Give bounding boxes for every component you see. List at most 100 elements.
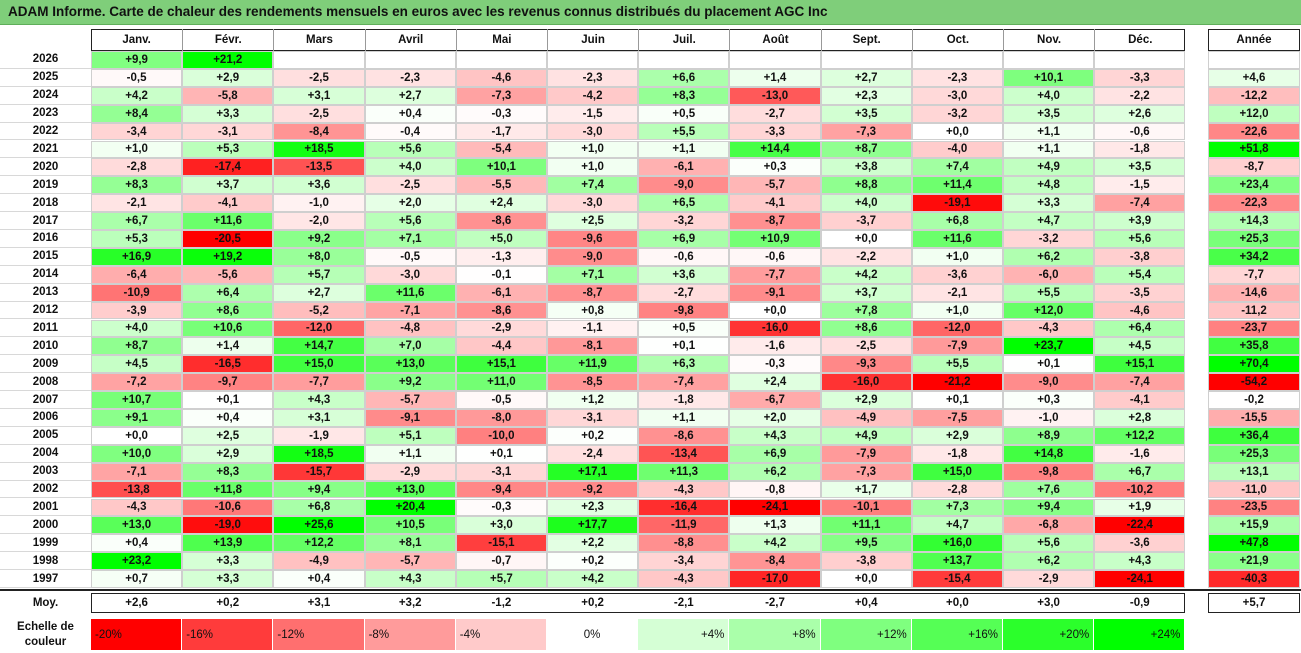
- heatmap-cell: -9,8: [1003, 462, 1095, 481]
- heatmap-cell: +6,2: [729, 462, 821, 481]
- heatmap-cell: +8,3: [182, 462, 274, 481]
- heatmap-cell: -21,2: [911, 373, 1003, 392]
- heatmap-cell: +5,4: [1094, 265, 1186, 284]
- heatmap-cell: +3,9: [1094, 212, 1186, 230]
- heatmap-cell: -6,7: [729, 391, 821, 409]
- heatmap-cell: +8,9: [1003, 426, 1095, 445]
- year-label: 2006: [0, 409, 91, 427]
- heatmap-cell: +4,3: [273, 391, 365, 409]
- heatmap-cell: -3,8: [1094, 247, 1186, 266]
- heatmap-cell: +2,0: [729, 409, 821, 427]
- heatmap-cell: +4,5: [91, 355, 183, 374]
- color-scale-stop: -16%: [182, 619, 274, 650]
- heatmap-cell: +1,1: [1003, 140, 1095, 159]
- heatmap-cell: -3,0: [547, 122, 639, 141]
- heatmap-cell: -10,2: [1094, 480, 1186, 499]
- heatmap-cell: -3,2: [1003, 230, 1095, 248]
- heatmap-cell: -0,1: [455, 265, 547, 284]
- heatmap-cell: +2,9: [911, 426, 1003, 445]
- heatmap-cell: +2,7: [820, 68, 912, 87]
- heatmap-cell: -9,6: [547, 230, 639, 248]
- heatmap-cell: +6,3: [638, 355, 730, 374]
- annual-cell: -11,0: [1208, 480, 1300, 499]
- heatmap-cell: -2,1: [911, 283, 1003, 302]
- heatmap-cell: -4,3: [1003, 319, 1095, 338]
- heatmap-cell: -19,1: [911, 194, 1003, 213]
- heatmap-cell: -5,5: [455, 176, 547, 195]
- annual-cell: +14,3: [1208, 212, 1300, 230]
- heatmap-cell: +1,0: [547, 158, 639, 177]
- heatmap-cell: +0,0: [911, 122, 1003, 141]
- heatmap-cell: +2,3: [820, 86, 912, 105]
- heatmap-cell: +10,0: [91, 444, 183, 463]
- heatmap-cell: -2,2: [820, 247, 912, 266]
- year-label: 2009: [0, 355, 91, 374]
- heatmap-cell: +0,0: [91, 426, 183, 445]
- heatmap-cell: +9,5: [820, 534, 912, 553]
- average-cell: +0,2: [581, 597, 604, 609]
- heatmap-cell: [638, 51, 730, 69]
- heatmap-cell: +0,4: [273, 570, 365, 588]
- heatmap-cell: -2,4: [547, 444, 639, 463]
- heatmap-cell: +18,5: [273, 140, 365, 159]
- heatmap-cell: +19,2: [182, 247, 274, 266]
- annual-cell: +35,8: [1208, 337, 1300, 356]
- heatmap-cell: [729, 51, 821, 69]
- heatmap-cell: -3,0: [911, 86, 1003, 105]
- heatmap-cell: -9,8: [638, 301, 730, 320]
- month-header: Févr.: [182, 29, 273, 51]
- heatmap-cell: +13,0: [364, 355, 456, 374]
- heatmap-cell: -3,2: [638, 212, 730, 230]
- heatmap-cell: -4,0: [911, 140, 1003, 159]
- heatmap-cell: +0,1: [911, 391, 1003, 409]
- heatmap-cell: -8,7: [729, 212, 821, 230]
- heatmap-cell: +7,1: [547, 265, 639, 284]
- heatmap-cell: -2,1: [91, 194, 183, 213]
- heatmap-cell: +1,1: [638, 140, 730, 159]
- heatmap-cell: -16,0: [820, 373, 912, 392]
- heatmap-cell: -2,3: [911, 68, 1003, 87]
- annual-cell: +36,4: [1208, 426, 1300, 445]
- heatmap-cell: -24,1: [729, 498, 821, 517]
- heatmap-cell: +4,9: [1003, 158, 1095, 177]
- average-cell: -0,9: [1129, 597, 1150, 609]
- heatmap-cell: -2,5: [364, 176, 456, 195]
- heatmap-cell: -10,1: [820, 498, 912, 517]
- page-title: ADAM Informe. Carte de chaleur des rende…: [8, 4, 828, 19]
- heatmap-cell: +11,6: [182, 212, 274, 230]
- average-cell: +2,6: [125, 597, 148, 609]
- heatmap-cell: -7,9: [911, 337, 1003, 356]
- month-header: Juil.: [638, 29, 729, 51]
- color-scale-stop: +4%: [638, 619, 730, 650]
- average-cell: +0,0: [946, 597, 969, 609]
- heatmap-cell: +4,2: [547, 570, 639, 588]
- heatmap-cell: -0,6: [1094, 122, 1186, 141]
- heatmap-cell: +1,4: [729, 68, 821, 87]
- heatmap-cell: +0,3: [729, 158, 821, 177]
- month-header: Mai: [455, 29, 547, 51]
- heatmap-cell: +7,0: [364, 337, 456, 356]
- heatmap-cell: +6,7: [91, 212, 183, 230]
- heatmap-cell: -19,0: [182, 516, 274, 535]
- heatmap-cell: +10,1: [455, 158, 547, 177]
- heatmap-cell: +4,3: [364, 570, 456, 588]
- heatmap-cell: -2,5: [273, 68, 365, 87]
- year-label: 2004: [0, 444, 91, 463]
- annual-cell: -11,2: [1208, 301, 1300, 320]
- heatmap-cell: +7,1: [364, 230, 456, 248]
- heatmap-cell: +4,3: [729, 426, 821, 445]
- heatmap-cell: [820, 51, 912, 69]
- heatmap-cell: -4,6: [455, 68, 547, 87]
- year-label: 2007: [0, 391, 91, 409]
- heatmap-cell: +0,1: [455, 444, 547, 463]
- heatmap-cell: -7,4: [1094, 194, 1186, 213]
- heatmap-cell: +0,2: [547, 552, 639, 571]
- heatmap-cell: -7,2: [91, 373, 183, 392]
- heatmap-cell: +2,0: [364, 194, 456, 213]
- heatmap-cell: -7,5: [911, 409, 1003, 427]
- heatmap-cell: +0,0: [729, 301, 821, 320]
- annual-cell: -54,2: [1208, 373, 1300, 392]
- average-cell: +0,2: [216, 597, 240, 609]
- heatmap-cell: -3,4: [638, 552, 730, 571]
- annual-cell: -7,7: [1208, 265, 1300, 284]
